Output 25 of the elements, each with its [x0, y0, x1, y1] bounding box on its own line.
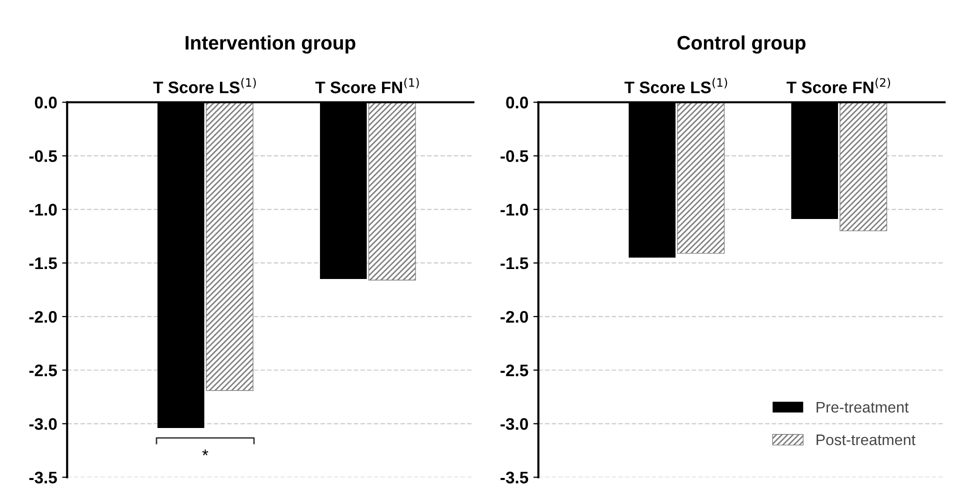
y-tick-label: 0.0: [506, 96, 528, 108]
y-tick-label: -0.5: [29, 150, 57, 162]
y-tick-label: -0.5: [500, 150, 528, 162]
y-tick-label: -1.0: [29, 204, 57, 216]
chart-title: Control group: [677, 35, 806, 54]
y-tick-label: -1.5: [29, 258, 57, 270]
y-tick-label: -3.0: [29, 418, 57, 430]
x-tick-label: T Score FN$^{(2)}$: [786, 78, 890, 94]
chart-title: Intervention group: [186, 35, 356, 54]
y-tick-label: -2.5: [500, 364, 528, 376]
legend-label: Post-treatment: [816, 434, 916, 446]
x-tick-label: T Score FN$^{(1)}$: [315, 78, 419, 94]
y-tick-label: -1.5: [500, 258, 528, 270]
y-tick-label: -1.0: [500, 204, 528, 216]
y-tick-label: -3.5: [29, 472, 57, 484]
y-tick-label: -3.0: [500, 418, 528, 430]
y-tick-label: -2.0: [500, 310, 528, 323]
y-tick-label: -2.5: [29, 364, 57, 376]
y-tick-label: -2.0: [29, 310, 57, 323]
x-tick-label: T Score LS$^{(1)}$: [153, 78, 256, 94]
annotation: *: [202, 449, 208, 456]
y-tick-label: -3.5: [500, 472, 528, 484]
legend-label: Pre-treatment: [816, 402, 909, 413]
x-tick-label: T Score LS$^{(1)}$: [624, 78, 728, 94]
y-tick-label: 0.0: [34, 96, 57, 108]
